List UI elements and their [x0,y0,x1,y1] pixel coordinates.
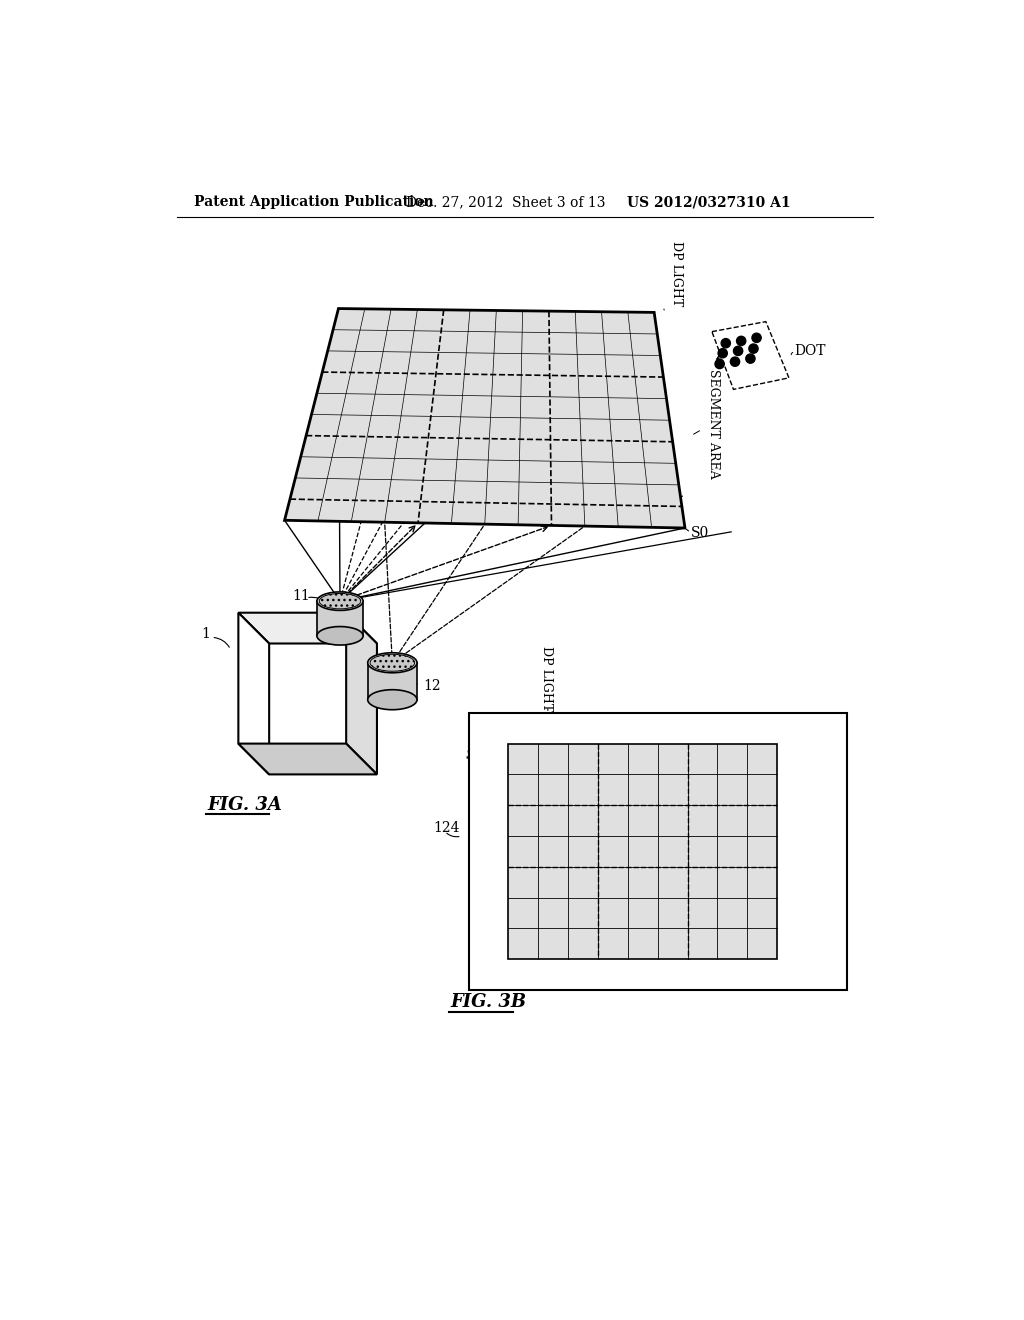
Polygon shape [368,663,417,700]
Text: FIG. 3A: FIG. 3A [208,796,283,814]
Polygon shape [712,322,788,389]
Polygon shape [285,309,685,528]
Ellipse shape [316,591,364,610]
Polygon shape [316,601,364,636]
Circle shape [715,359,724,368]
Ellipse shape [370,655,415,671]
Polygon shape [346,612,377,775]
Text: 124: 124 [433,821,460,836]
Ellipse shape [316,627,364,645]
Polygon shape [239,612,269,775]
Text: DP LIGHT: DP LIGHT [670,242,683,306]
Text: Patent Application Publication: Patent Application Publication [194,195,433,210]
Polygon shape [239,743,377,775]
Bar [508,743,777,960]
Text: SEGMENT AREA: SEGMENT AREA [781,789,795,899]
Circle shape [721,339,730,348]
Text: 12: 12 [423,678,440,693]
Circle shape [749,345,758,354]
Circle shape [736,337,745,346]
Circle shape [730,358,739,367]
Circle shape [745,354,755,363]
Text: 1: 1 [202,627,210,642]
Text: 11: 11 [292,589,310,603]
Text: US 2012/0327310 A1: US 2012/0327310 A1 [628,195,791,210]
Polygon shape [239,612,377,644]
Ellipse shape [319,594,360,609]
Text: S0: S0 [691,527,710,540]
Bar [469,713,847,990]
Text: FIG. 3B: FIG. 3B [451,993,526,1011]
Circle shape [733,346,742,355]
Text: Dec. 27, 2012  Sheet 3 of 13: Dec. 27, 2012 Sheet 3 of 13 [407,195,606,210]
Circle shape [752,333,761,342]
Ellipse shape [368,653,417,673]
Text: Sp: Sp [466,748,484,762]
Text: SEGMENT AREA: SEGMENT AREA [707,370,720,479]
Text: DOT: DOT [795,345,825,358]
Text: DP LIGHT: DP LIGHT [540,645,553,711]
Ellipse shape [368,689,417,710]
Circle shape [718,348,727,358]
